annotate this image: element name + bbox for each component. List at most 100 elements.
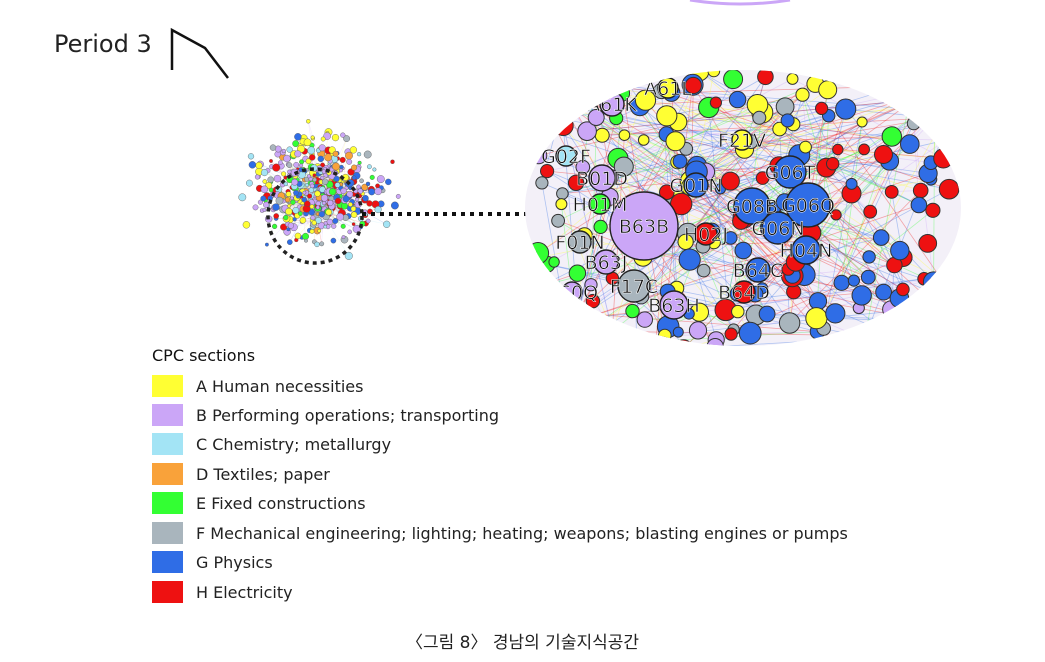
network-node	[286, 239, 293, 245]
network-node	[665, 131, 686, 152]
network-node	[350, 206, 357, 212]
network-node	[728, 90, 747, 109]
network-node	[298, 211, 303, 216]
network-edge	[832, 163, 920, 206]
network-node	[910, 196, 928, 214]
network-node	[925, 202, 941, 218]
network-node	[340, 223, 346, 229]
network-node	[366, 200, 373, 207]
network-node	[628, 335, 645, 346]
network-node	[356, 184, 361, 190]
network-node	[618, 129, 631, 141]
network-edge	[635, 248, 854, 281]
legend-swatch-a	[152, 375, 183, 397]
network-node	[290, 199, 296, 205]
node-label-b64d: B64D	[718, 282, 770, 304]
network-node	[294, 232, 302, 240]
network-node	[395, 193, 401, 199]
node-label-f21v: F21V	[718, 130, 766, 152]
network-edge	[667, 84, 693, 292]
network-node	[872, 229, 890, 246]
node-label-g06n: G06N	[751, 218, 804, 240]
network-node	[341, 235, 346, 240]
network-node	[304, 238, 308, 243]
network-node	[947, 315, 961, 331]
network-node	[636, 311, 653, 328]
network-node	[312, 177, 317, 183]
network-node	[656, 105, 678, 127]
network-edge	[744, 121, 863, 150]
network-node	[556, 95, 571, 110]
network-node	[363, 150, 372, 159]
network-node	[267, 176, 274, 183]
legend-label-e: E Fixed constructions	[196, 493, 366, 513]
network-node	[376, 175, 385, 184]
network-edge	[677, 121, 904, 258]
network-node	[291, 178, 299, 186]
network-node	[273, 213, 280, 219]
network-node	[275, 196, 284, 205]
node-label-b64c: B64C	[733, 260, 783, 282]
network-node	[324, 153, 332, 162]
network-node	[272, 203, 280, 211]
network-edge	[676, 198, 717, 340]
network-node	[551, 213, 565, 228]
node-label-b63b: B63B	[619, 216, 669, 238]
network-node	[568, 264, 587, 282]
partial-node-top	[689, 0, 791, 6]
network-node	[299, 217, 307, 224]
legend-swatch-b	[152, 404, 183, 426]
network-edge	[869, 211, 900, 299]
network-node	[330, 237, 337, 244]
network-node	[287, 169, 292, 175]
legend-label-h: H Electricity	[196, 582, 293, 602]
network-node	[659, 184, 675, 200]
network-node	[292, 217, 297, 222]
legend-swatch-e	[152, 492, 183, 514]
network-node	[255, 161, 263, 169]
network-edge	[828, 115, 941, 279]
network-node	[565, 99, 583, 118]
network-node	[341, 202, 349, 210]
labeled-node-b64c	[745, 257, 771, 283]
network-node	[280, 223, 288, 231]
network-node	[560, 318, 574, 331]
network-node	[292, 140, 300, 148]
network-node	[359, 178, 364, 184]
network-node	[935, 272, 947, 284]
network-node	[374, 187, 383, 196]
network-node	[301, 197, 307, 203]
network-node	[913, 320, 935, 342]
network-node	[346, 190, 354, 198]
legend-item-f: F Mechanical engineering; lighting; heat…	[152, 521, 848, 545]
network-node	[780, 113, 795, 128]
network-node	[862, 250, 876, 264]
node-label-b60q: B60Q	[546, 282, 598, 304]
network-node	[954, 70, 961, 91]
network-edge	[804, 264, 895, 276]
network-node	[344, 251, 353, 260]
network-node	[930, 70, 942, 81]
node-label-h01m: H01M	[573, 194, 628, 216]
network-node	[294, 133, 302, 141]
network-edge	[744, 148, 890, 162]
network-node	[851, 285, 872, 306]
labeled-node-g01n	[683, 172, 709, 198]
network-node	[738, 321, 762, 345]
network-edge	[587, 99, 914, 132]
labeled-node-b01d	[588, 164, 616, 192]
network-edge	[623, 78, 793, 167]
network-node	[707, 70, 721, 78]
network-node	[525, 116, 536, 132]
network-node	[649, 344, 661, 346]
network-node	[951, 296, 961, 312]
network-node	[922, 271, 945, 293]
network-edge	[750, 141, 944, 159]
network-edge	[805, 146, 920, 206]
network-node	[264, 242, 269, 247]
network-edge	[817, 160, 890, 332]
legend-label-b: B Performing operations; transporting	[196, 405, 499, 425]
network-node	[634, 89, 657, 111]
network-edge	[661, 90, 800, 216]
node-label-b63j: B63J	[585, 252, 628, 274]
